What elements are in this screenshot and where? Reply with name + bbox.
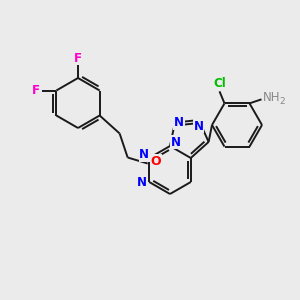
- Text: N: N: [194, 119, 204, 133]
- Text: Cl: Cl: [213, 77, 226, 90]
- Text: O: O: [150, 155, 161, 168]
- Text: F: F: [32, 84, 40, 97]
- Text: N: N: [139, 148, 149, 161]
- Text: N: N: [137, 176, 147, 188]
- Text: NH: NH: [263, 91, 280, 104]
- Text: 2: 2: [280, 97, 285, 106]
- Text: N: N: [174, 116, 184, 129]
- Text: F: F: [74, 52, 82, 64]
- Text: N: N: [171, 136, 181, 148]
